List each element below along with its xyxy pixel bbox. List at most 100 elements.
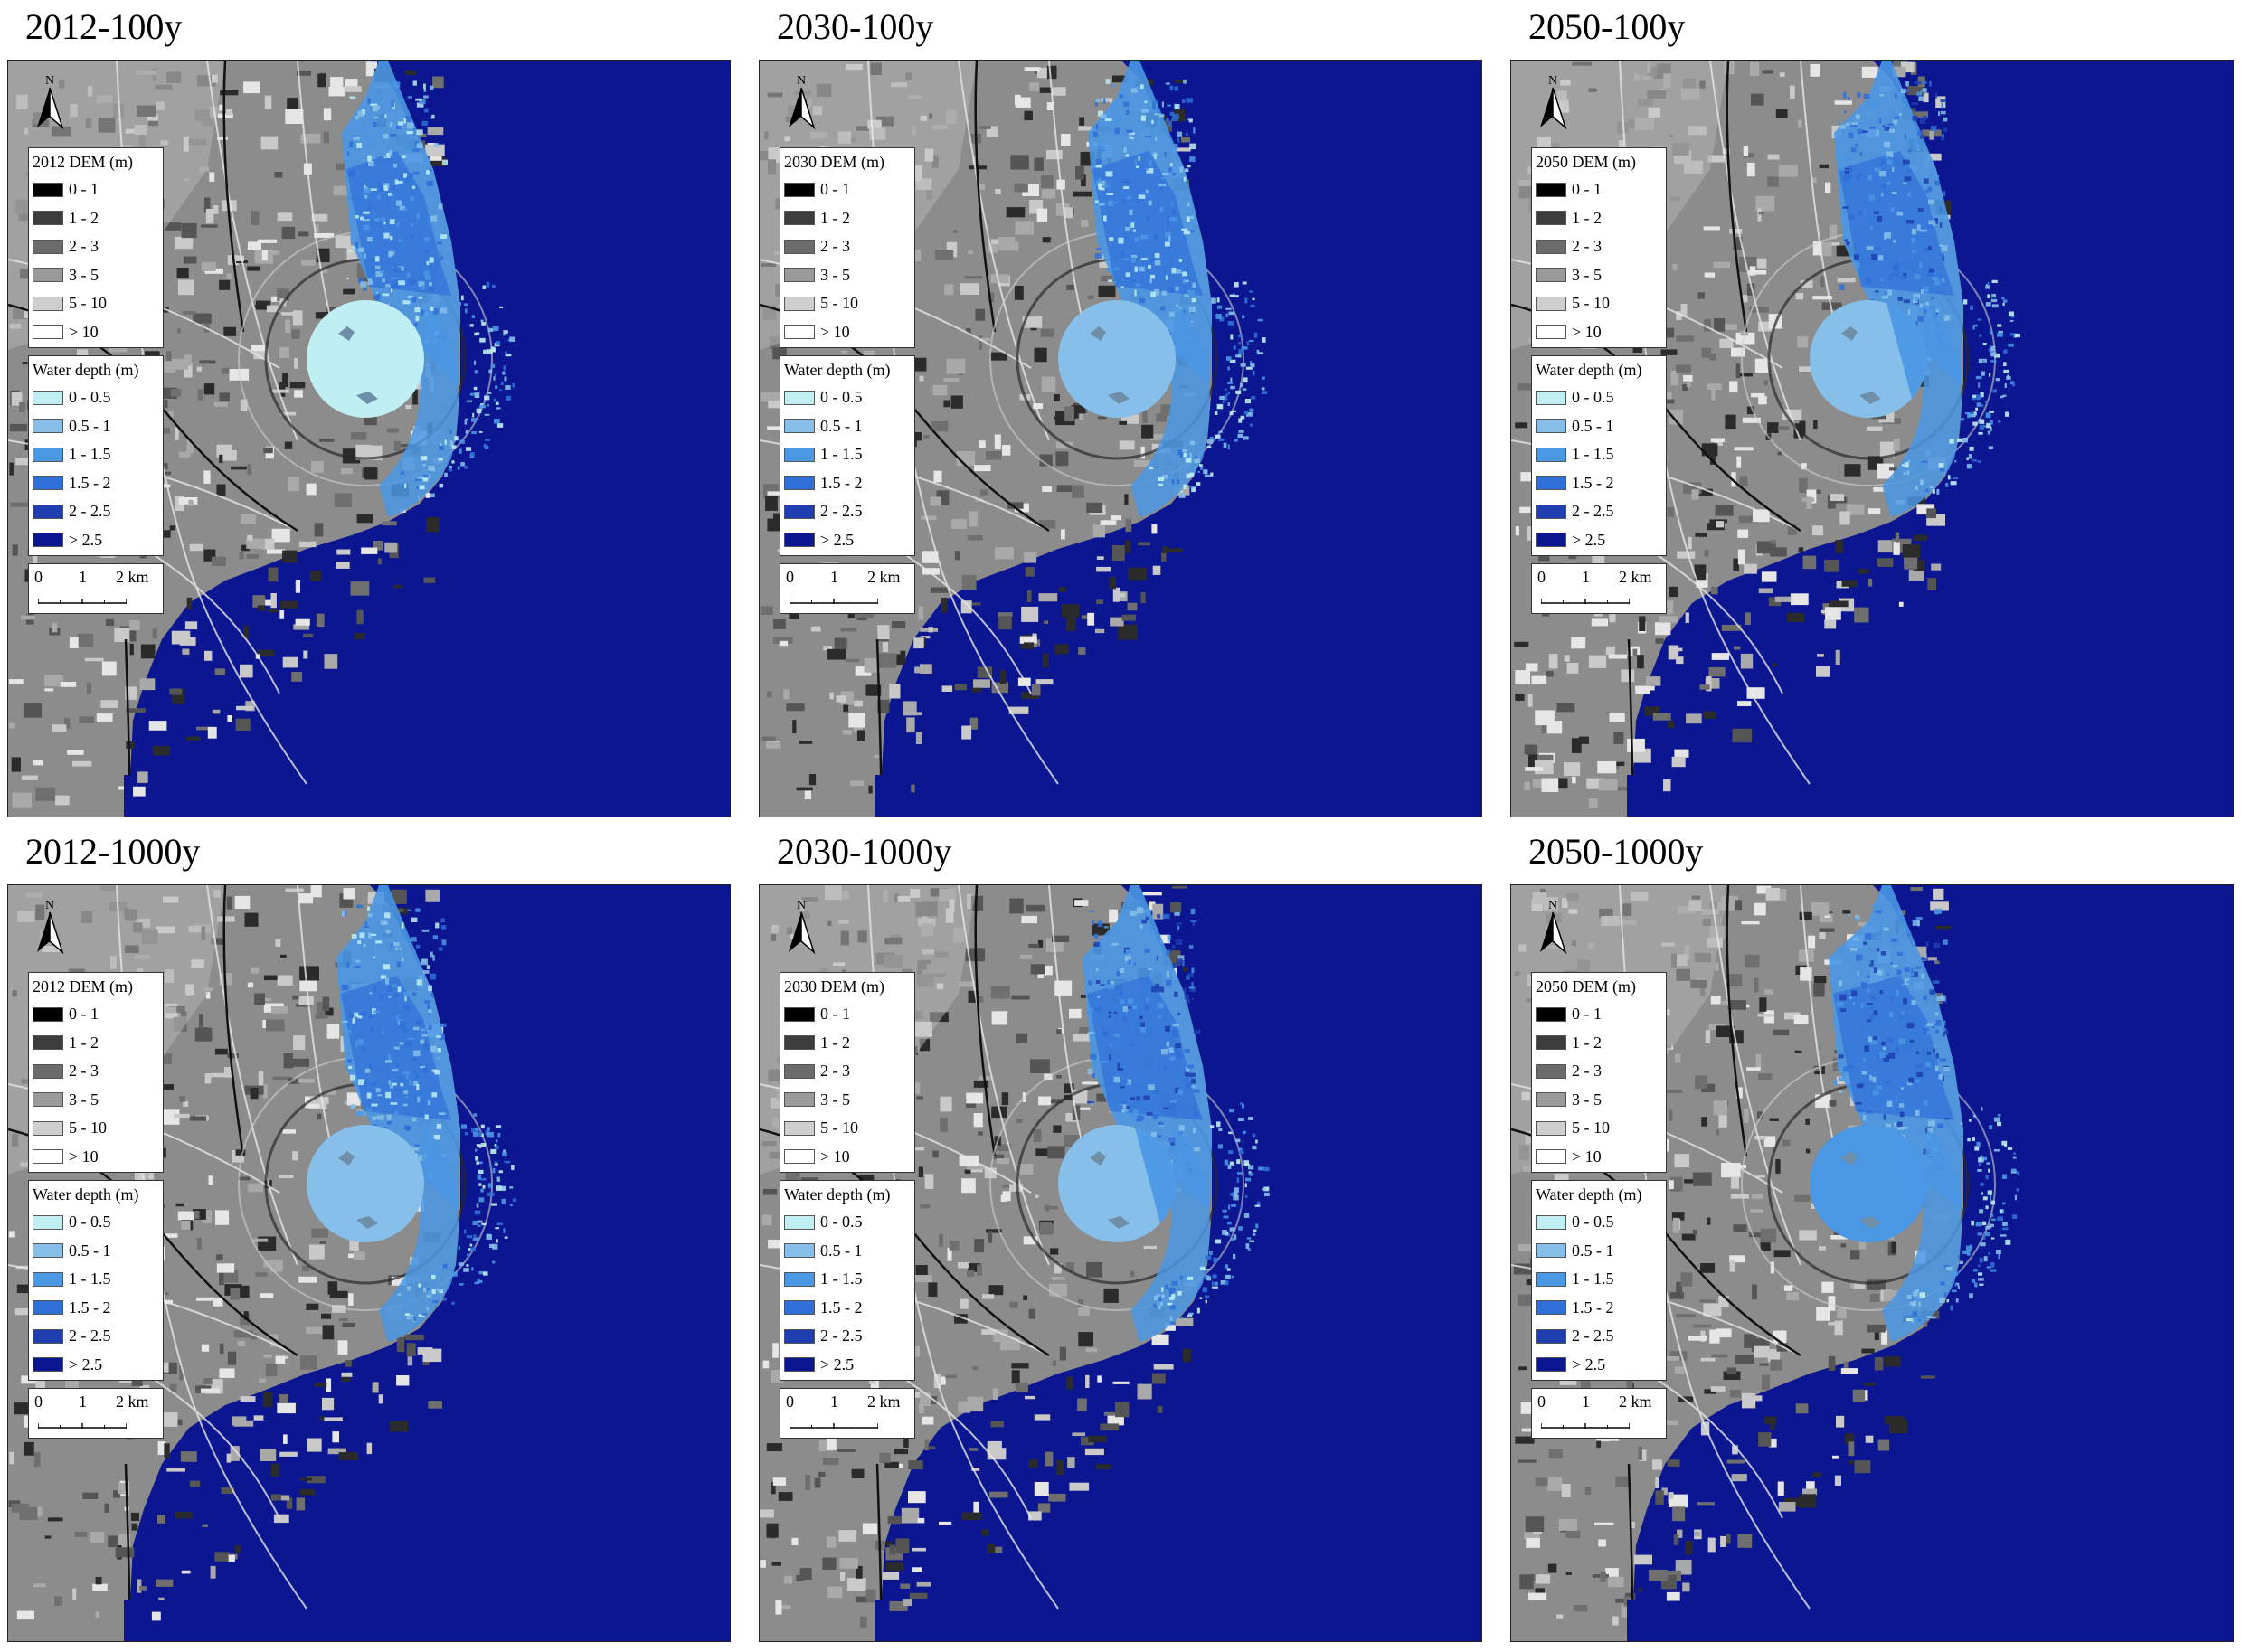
water-depth-legend-swatch <box>784 533 815 548</box>
scale-label-0: 0 <box>786 1392 794 1411</box>
figure-grid: 2012-100y N 2012 DEM (m) 0 - 1 1 - 2 2 - 3… <box>7 0 2234 1652</box>
water-depth-legend-swatch <box>33 1300 63 1316</box>
water-depth-legend-label: > 2.5 <box>1572 530 1606 549</box>
north-label: N <box>1548 74 1557 88</box>
map-panel-2012-1000y: 2012-1000y N 2012 DEM (m) 0 - 1 1 - 2 2 - … <box>7 825 731 1647</box>
water-depth-legend-swatch <box>33 504 63 519</box>
water-depth-legend: Water depth (m) 0 - 0.5 0.5 - 1 1 - 1.5 1.5… <box>28 1180 164 1381</box>
water-depth-legend-item: 1.5 - 2 <box>33 469 159 498</box>
dem-legend-item: > 10 <box>784 1143 911 1172</box>
water-depth-legend-label: 1.5 - 2 <box>69 1298 111 1317</box>
dem-legend-item: > 10 <box>1536 318 1662 347</box>
dem-legend-item: 3 - 5 <box>1536 261 1662 290</box>
dem-legend-item: 0 - 1 <box>1536 1000 1662 1029</box>
water-depth-legend-swatch <box>1536 476 1566 491</box>
water-depth-legend-label: 1 - 1.5 <box>820 445 863 464</box>
water-depth-legend-swatch <box>784 1271 815 1287</box>
water-depth-legend-item: > 2.5 <box>1536 1351 1662 1380</box>
water-depth-legend-swatch <box>1536 447 1566 462</box>
dem-legend-label: 3 - 5 <box>820 265 850 284</box>
scale-bar: 0 1 2 km <box>1531 563 1667 614</box>
water-depth-legend-label: 0.5 - 1 <box>820 1241 863 1260</box>
dem-legend-swatch <box>33 1006 63 1022</box>
water-depth-legend-swatch <box>784 1328 815 1344</box>
dem-legend-swatch <box>33 325 63 340</box>
water-depth-legend-swatch <box>784 419 815 434</box>
water-depth-legend-swatch <box>1536 533 1566 548</box>
dem-legend-swatch <box>33 1092 63 1108</box>
dem-legend-label: 5 - 10 <box>69 294 107 313</box>
map-panel-2012-100y: 2012-100y N 2012 DEM (m) 0 - 1 1 - 2 2 - 3… <box>7 0 731 823</box>
dem-legend-item: 3 - 5 <box>1536 1086 1662 1115</box>
water-depth-legend-swatch <box>33 1214 63 1230</box>
water-depth-legend-label: > 2.5 <box>69 1355 103 1374</box>
dem-legend-label: 0 - 1 <box>820 1005 850 1024</box>
water-depth-legend-label: 2 - 2.5 <box>69 1326 111 1345</box>
water-depth-legend-item: 0 - 0.5 <box>33 383 159 412</box>
scale-label-2: 2 km <box>1619 568 1652 586</box>
dem-legend-item: 0 - 1 <box>33 175 159 204</box>
dem-legend-swatch <box>1536 182 1566 197</box>
dem-legend-title: 2012 DEM (m) <box>33 153 133 171</box>
scale-bar-line <box>1541 599 1630 604</box>
dem-legend-swatch <box>33 239 63 254</box>
water-depth-legend: Water depth (m) 0 - 0.5 0.5 - 1 1 - 1.5 1.5… <box>1531 355 1667 556</box>
water-depth-legend-swatch <box>33 447 63 462</box>
water-depth-legend-swatch <box>1536 504 1566 519</box>
north-arrow-icon: N <box>789 74 816 130</box>
water-depth-legend-item: 1 - 1.5 <box>1536 1265 1662 1294</box>
flood-map: N 2012 DEM (m) 0 - 1 1 - 2 2 - 3 3 - 5 5 - 1… <box>7 60 731 817</box>
water-depth-legend-item: 2 - 2.5 <box>33 1322 159 1351</box>
scale-bar: 0 1 2 km <box>1531 1388 1667 1439</box>
water-depth-legend-swatch <box>784 1300 815 1316</box>
water-depth-legend-label: 1 - 1.5 <box>820 1270 863 1289</box>
water-depth-legend-item: 1.5 - 2 <box>1536 1294 1662 1323</box>
flood-extent <box>307 885 516 1342</box>
dem-legend-swatch <box>784 1006 815 1022</box>
scale-label-0: 0 <box>34 568 43 586</box>
dem-legend-label: 3 - 5 <box>1572 265 1602 284</box>
water-depth-legend-label: 0.5 - 1 <box>1572 1241 1614 1260</box>
dem-legend-swatch <box>1536 1063 1566 1079</box>
water-depth-legend-label: 2 - 2.5 <box>1572 502 1614 521</box>
dem-legend-label: 3 - 5 <box>69 265 99 284</box>
scale-label-2: 2 km <box>867 1392 901 1411</box>
dem-legend-label: 2 - 3 <box>69 237 99 256</box>
water-depth-legend-label: 0 - 0.5 <box>820 1213 863 1232</box>
water-depth-legend-swatch <box>784 1357 815 1373</box>
dem-legend-label: 2 - 3 <box>820 237 850 256</box>
dem-legend-item: 5 - 10 <box>784 289 911 318</box>
flood-extent <box>1058 885 1270 1342</box>
scale-label-2: 2 km <box>116 568 149 586</box>
scale-bar-line <box>38 1423 127 1429</box>
water-depth-legend-label: 0 - 0.5 <box>69 388 111 407</box>
dem-legend-swatch <box>784 1120 815 1136</box>
dem-legend-swatch <box>1536 1149 1566 1165</box>
dem-legend-item: 0 - 1 <box>1536 175 1662 204</box>
water-depth-legend-item: 0 - 0.5 <box>1536 383 1662 412</box>
water-depth-legend-label: 2 - 2.5 <box>820 502 863 521</box>
north-label: N <box>797 899 806 912</box>
water-depth-legend: Water depth (m) 0 - 0.5 0.5 - 1 1 - 1.5 1.5… <box>1531 1180 1667 1381</box>
water-depth-legend-item: 2 - 2.5 <box>33 497 159 526</box>
dem-legend-item: 2 - 3 <box>1536 232 1662 261</box>
water-depth-legend-swatch <box>33 1357 63 1373</box>
dem-legend-label: 0 - 1 <box>69 180 99 199</box>
water-depth-legend-item: 1 - 1.5 <box>33 440 159 469</box>
dem-legend-label: 3 - 5 <box>820 1090 850 1109</box>
circular-lake <box>307 1125 424 1242</box>
water-depth-legend-label: > 2.5 <box>1572 1355 1606 1374</box>
water-depth-legend-label: 1.5 - 2 <box>69 473 111 492</box>
water-depth-legend: Water depth (m) 0 - 0.5 0.5 - 1 1 - 1.5 1.5… <box>28 355 164 556</box>
north-label: N <box>45 74 54 88</box>
north-arrow-icon: N <box>37 899 64 955</box>
dem-legend-swatch <box>33 182 63 197</box>
water-depth-legend-swatch <box>784 1214 815 1230</box>
map-panel-2030-100y: 2030-100y N 2030 DEM (m) 0 - 1 1 - 2 2 - 3… <box>759 0 1482 823</box>
dem-legend: 2012 DEM (m) 0 - 1 1 - 2 2 - 3 3 - 5 5 - 10 >… <box>28 972 164 1173</box>
water-depth-legend-item: 0.5 - 1 <box>784 1237 911 1266</box>
dem-legend-label: 2 - 3 <box>1572 1062 1602 1081</box>
scale-bar-line <box>790 1423 878 1429</box>
dem-legend-swatch <box>1536 1035 1566 1051</box>
flood-extent <box>1058 61 1268 517</box>
